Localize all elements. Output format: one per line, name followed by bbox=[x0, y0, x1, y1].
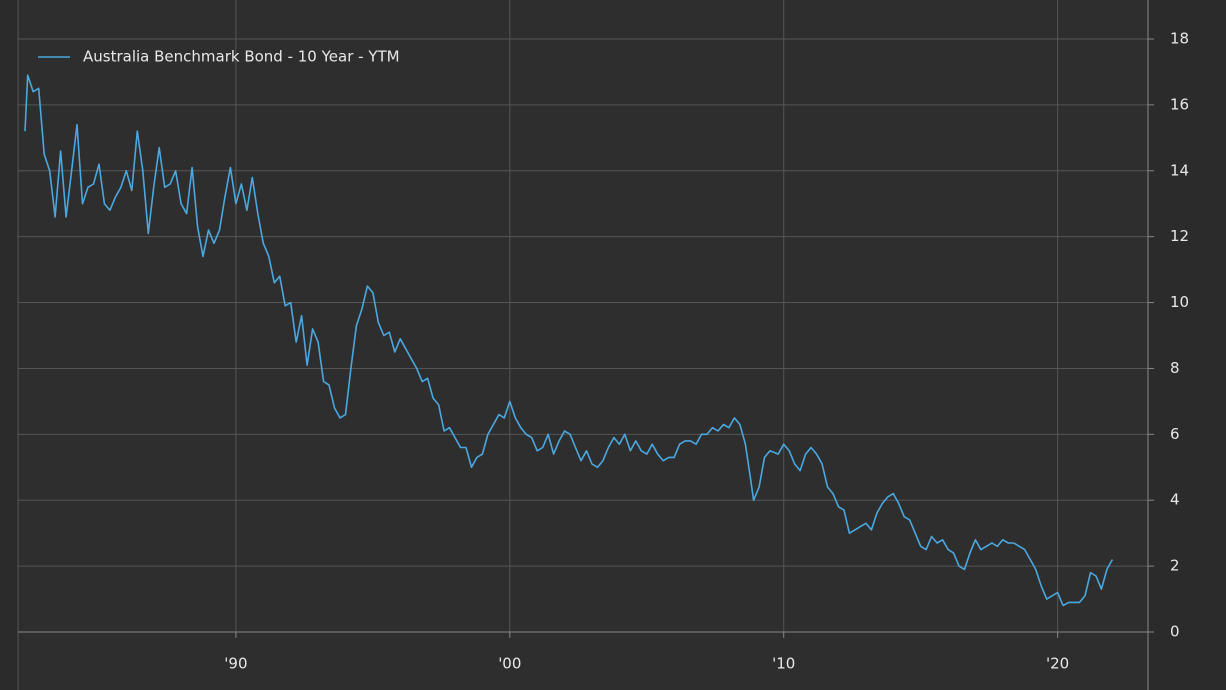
x-tick-label: '10 bbox=[772, 655, 795, 673]
y-tick-label: 12 bbox=[1170, 227, 1189, 245]
y-tick-label: 10 bbox=[1170, 293, 1189, 311]
x-tick-label: '00 bbox=[498, 655, 521, 673]
x-tick-label: '90 bbox=[224, 655, 247, 673]
y-tick-label: 18 bbox=[1170, 30, 1189, 48]
x-tick-label: '20 bbox=[1046, 655, 1069, 673]
y-tick-label: 0 bbox=[1170, 623, 1180, 641]
y-tick-label: 4 bbox=[1170, 491, 1180, 509]
y-tick-label: 14 bbox=[1170, 161, 1189, 179]
y-tick-label: 16 bbox=[1170, 95, 1189, 113]
y-tick-label: 8 bbox=[1170, 359, 1180, 377]
legend-label: Australia Benchmark Bond - 10 Year - YTM bbox=[83, 48, 400, 66]
y-tick-label: 2 bbox=[1170, 557, 1180, 575]
y-tick-label: 6 bbox=[1170, 425, 1180, 443]
plot-background bbox=[18, 0, 1148, 690]
data-line bbox=[24, 74, 1114, 607]
